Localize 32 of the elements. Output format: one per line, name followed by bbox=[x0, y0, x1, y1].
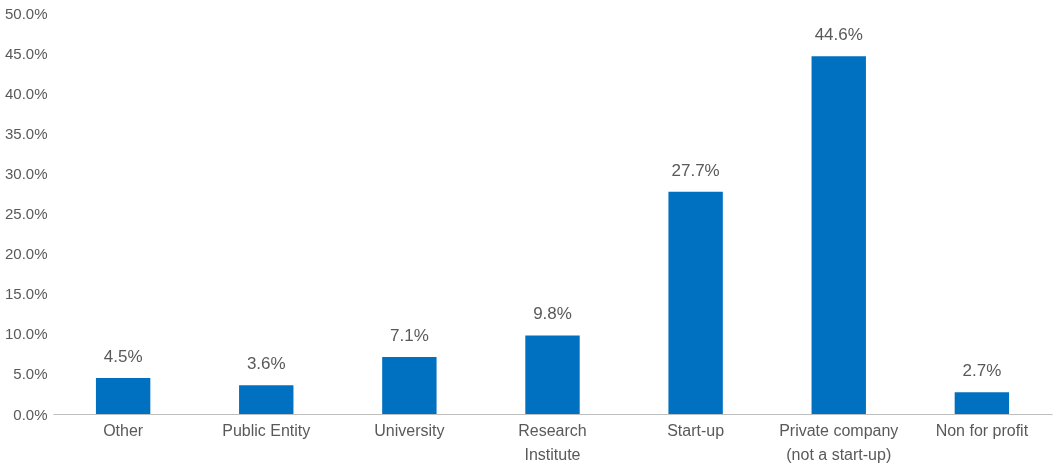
bar bbox=[954, 392, 1010, 414]
y-tick-label: 15.0% bbox=[4, 285, 48, 303]
y-tick-label: 45.0% bbox=[4, 44, 48, 62]
x-tick-label: Start-up bbox=[667, 421, 725, 439]
x-tick-label: Research Institute bbox=[518, 421, 587, 463]
y-tick-label: 35.0% bbox=[4, 124, 48, 142]
y-tick-label: 50.0% bbox=[4, 4, 48, 22]
bar bbox=[95, 377, 151, 414]
x-tick-label: Non for profit bbox=[935, 421, 1029, 439]
bar bbox=[525, 335, 580, 414]
bar bbox=[382, 357, 437, 414]
data-label: 44.6% bbox=[814, 25, 863, 45]
bar bbox=[668, 191, 723, 414]
y-tick-label: 40.0% bbox=[4, 84, 48, 102]
data-label: 27.7% bbox=[671, 160, 720, 180]
data-label: 4.5% bbox=[103, 346, 143, 366]
y-tick-label: 30.0% bbox=[4, 164, 48, 182]
x-tick-label: Public Entity bbox=[222, 421, 311, 439]
y-tick-label: 5.0% bbox=[13, 365, 48, 383]
data-label: 7.1% bbox=[390, 326, 429, 346]
y-tick-label: 10.0% bbox=[4, 325, 48, 343]
x-tick-label: Other bbox=[103, 421, 144, 439]
x-tick-label: University bbox=[374, 421, 445, 439]
y-tick-label: 0.0% bbox=[13, 405, 48, 423]
bar bbox=[239, 385, 294, 414]
data-label: 9.8% bbox=[533, 304, 572, 324]
data-label: 2.7% bbox=[962, 361, 1002, 381]
data-label: 3.6% bbox=[246, 354, 286, 374]
y-tick-label: 25.0% bbox=[4, 205, 48, 222]
bar bbox=[811, 56, 866, 414]
y-tick-label: 20.0% bbox=[4, 245, 48, 263]
x-tick-label: Private company (not a start-up) bbox=[779, 421, 899, 463]
